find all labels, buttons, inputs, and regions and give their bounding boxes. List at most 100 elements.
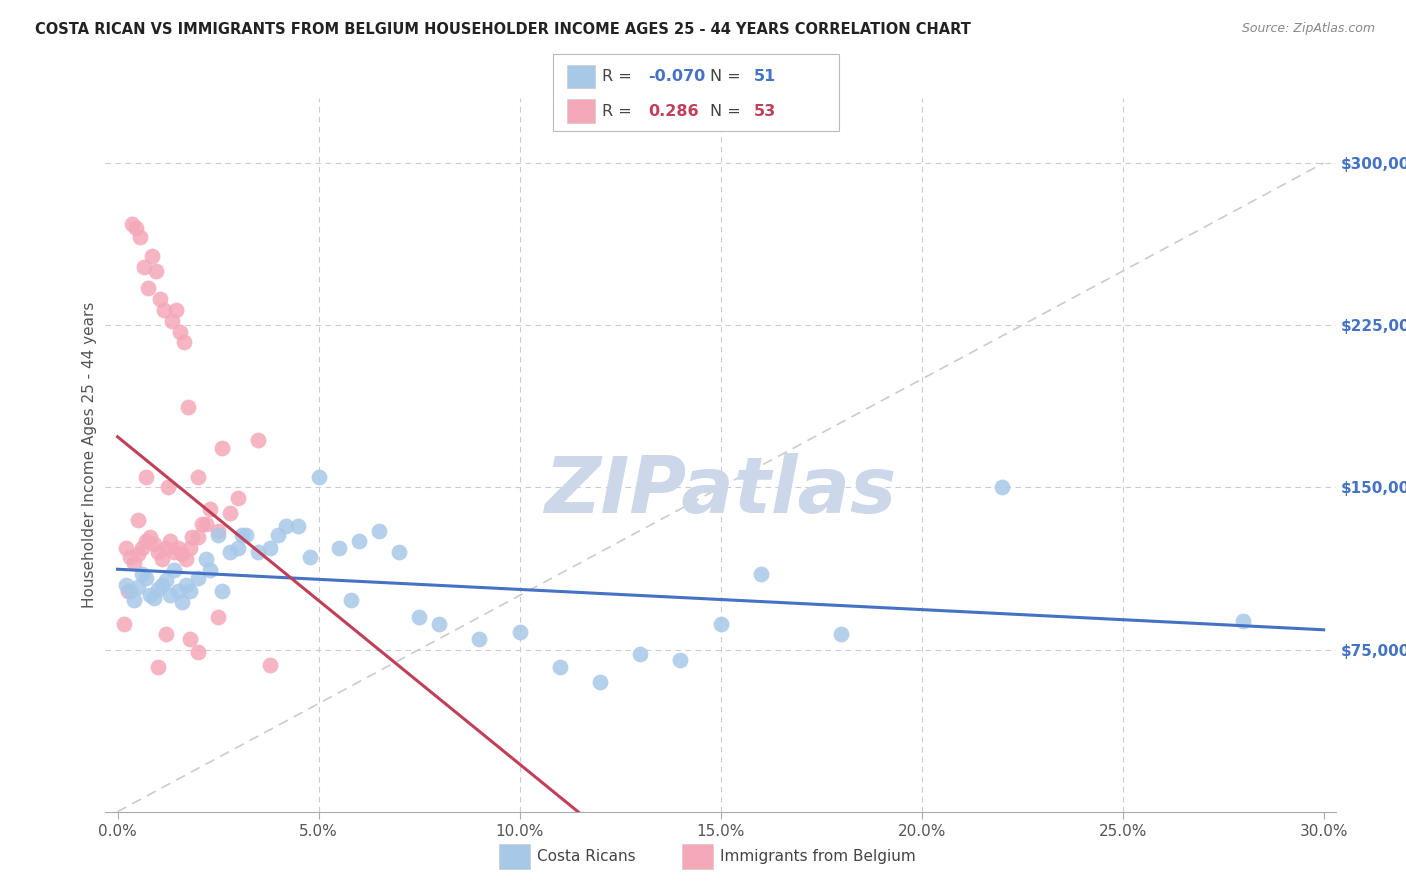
Point — [155, 627, 177, 641]
Point — [388, 545, 411, 559]
Point — [127, 580, 149, 594]
Point — [159, 534, 181, 549]
Text: R =: R = — [602, 103, 641, 119]
Point — [138, 530, 160, 544]
Point — [170, 595, 193, 609]
Point — [187, 645, 209, 659]
Point — [138, 589, 160, 603]
Point — [259, 541, 281, 555]
Point — [156, 480, 179, 494]
Point — [219, 545, 242, 559]
Point — [347, 534, 370, 549]
Point — [179, 632, 201, 646]
Point — [128, 229, 150, 244]
Point — [114, 577, 136, 591]
Point — [211, 584, 233, 599]
Point — [991, 480, 1014, 494]
Point — [198, 562, 221, 576]
Point — [163, 545, 186, 559]
Point — [155, 574, 177, 588]
Point — [259, 657, 281, 672]
Y-axis label: Householder Income Ages 25 - 44 years: Householder Income Ages 25 - 44 years — [82, 301, 97, 608]
Text: -0.070: -0.070 — [648, 70, 706, 84]
Point — [124, 220, 146, 235]
Point — [247, 433, 270, 447]
Point — [207, 528, 229, 542]
Point — [131, 541, 153, 555]
Point — [135, 534, 157, 549]
Point — [367, 524, 389, 538]
Point — [165, 303, 187, 318]
Point — [141, 249, 163, 263]
Point — [669, 653, 692, 667]
Point — [308, 469, 330, 483]
Text: Immigrants from Belgium: Immigrants from Belgium — [720, 849, 915, 863]
Point — [121, 217, 143, 231]
Point — [142, 591, 165, 605]
Point — [112, 616, 135, 631]
Text: 0.286: 0.286 — [648, 103, 699, 119]
Point — [150, 551, 173, 566]
Point — [152, 303, 174, 318]
Text: ZIPatlas: ZIPatlas — [544, 452, 897, 529]
Point — [226, 541, 249, 555]
Point — [114, 541, 136, 555]
Point — [235, 528, 257, 542]
Point — [207, 524, 229, 538]
Point — [132, 260, 155, 274]
Point — [177, 401, 200, 415]
Point — [166, 541, 188, 555]
Point — [267, 528, 290, 542]
Text: N =: N = — [710, 103, 747, 119]
Point — [160, 314, 183, 328]
Point — [548, 660, 571, 674]
Point — [427, 616, 450, 631]
Point — [194, 551, 217, 566]
Point — [179, 584, 201, 599]
Point — [198, 502, 221, 516]
Point — [155, 541, 177, 555]
Point — [628, 647, 651, 661]
Text: 53: 53 — [754, 103, 776, 119]
Point — [135, 571, 157, 585]
Point — [146, 582, 169, 596]
Point — [247, 545, 270, 559]
Point — [174, 551, 197, 566]
Point — [146, 660, 169, 674]
Point — [118, 549, 141, 564]
Text: Source: ZipAtlas.com: Source: ZipAtlas.com — [1241, 22, 1375, 36]
Point — [127, 513, 149, 527]
Point — [589, 675, 612, 690]
Point — [145, 264, 167, 278]
Point — [211, 442, 233, 456]
Point — [226, 491, 249, 505]
Point — [339, 592, 361, 607]
Point — [150, 577, 173, 591]
Point — [219, 506, 242, 520]
Point — [135, 469, 157, 483]
Point — [180, 530, 202, 544]
Point — [173, 335, 195, 350]
Point — [710, 616, 733, 631]
Point — [142, 536, 165, 550]
Text: Costa Ricans: Costa Ricans — [537, 849, 636, 863]
Point — [170, 548, 193, 562]
Point — [122, 592, 145, 607]
Point — [749, 566, 772, 581]
Point — [146, 545, 169, 559]
Point — [118, 584, 141, 599]
Point — [174, 577, 197, 591]
Point — [1232, 615, 1254, 629]
Point — [159, 589, 181, 603]
Point — [299, 549, 322, 564]
Point — [166, 584, 188, 599]
Point — [830, 627, 852, 641]
Point — [408, 610, 430, 624]
Point — [276, 519, 298, 533]
Point — [127, 548, 149, 562]
Point — [187, 469, 209, 483]
Point — [194, 517, 217, 532]
Point — [191, 517, 214, 532]
Text: 51: 51 — [754, 70, 776, 84]
Point — [187, 571, 209, 585]
